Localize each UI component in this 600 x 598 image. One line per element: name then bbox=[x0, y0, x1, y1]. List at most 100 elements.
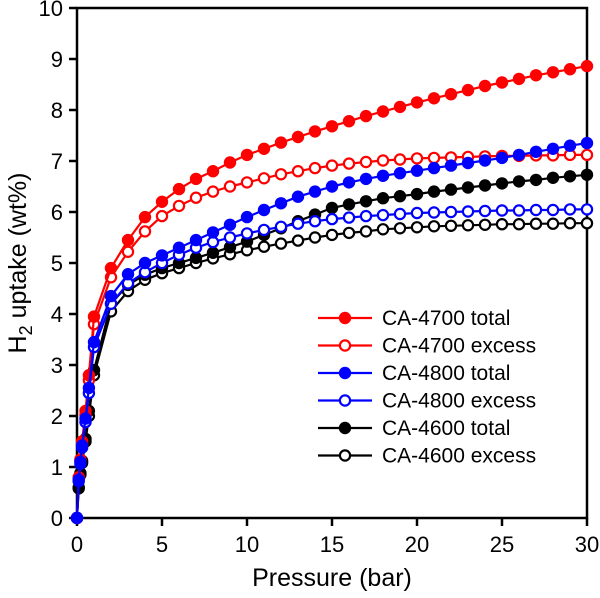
data-point-ca-4600-total bbox=[495, 177, 509, 190]
data-point-ca-4700-excess bbox=[189, 191, 203, 204]
data-point-ca-4700-excess bbox=[138, 225, 152, 238]
data-point-ca-4800-total bbox=[72, 473, 85, 486]
data-point-ca-4600-total bbox=[444, 183, 458, 196]
data-point-ca-4600-excess bbox=[274, 237, 288, 250]
x-tick-label: 10 bbox=[235, 532, 259, 557]
data-point-ca-4700-total bbox=[580, 59, 594, 73]
data-point-ca-4600-excess bbox=[444, 219, 458, 232]
data-point-ca-4700-total bbox=[410, 96, 424, 109]
legend-marker-ca-4700-excess bbox=[338, 339, 352, 352]
data-point-ca-4600-excess bbox=[546, 217, 560, 230]
data-point-ca-4800-excess bbox=[257, 223, 271, 237]
data-point-ca-4700-total bbox=[121, 233, 135, 247]
data-point-ca-4800-total bbox=[529, 145, 543, 158]
data-point-ca-4800-total bbox=[546, 142, 560, 155]
data-point-ca-4800-total bbox=[172, 241, 186, 254]
data-point-ca-4800-total bbox=[444, 159, 458, 172]
data-point-ca-4700-excess bbox=[291, 164, 305, 178]
data-point-ca-4800-excess bbox=[529, 203, 543, 217]
data-point-ca-4600-total bbox=[410, 187, 424, 201]
y-tick-label: 0 bbox=[51, 506, 63, 531]
data-point-ca-4600-total bbox=[427, 185, 441, 198]
data-point-ca-4600-excess bbox=[563, 216, 577, 230]
data-point-ca-4700-excess bbox=[342, 157, 356, 170]
y-tick-label: 10 bbox=[39, 0, 63, 21]
legend-item-ca-4700-excess: CA-4700 excess bbox=[318, 335, 536, 358]
data-point-ca-4800-total bbox=[291, 190, 305, 203]
data-point-ca-4600-total bbox=[223, 241, 237, 254]
data-point-ca-4800-total bbox=[461, 156, 475, 170]
data-point-ca-4800-excess bbox=[580, 203, 594, 216]
data-point-ca-4600-excess bbox=[359, 225, 373, 238]
data-point-ca-4700-total bbox=[495, 76, 509, 89]
data-point-ca-4600-excess bbox=[478, 218, 492, 231]
legend-marker-ca-4800-excess bbox=[338, 394, 352, 407]
data-point-ca-4700-excess bbox=[359, 155, 373, 169]
data-point-ca-4700-total bbox=[257, 142, 271, 155]
data-point-ca-4800-excess bbox=[410, 206, 424, 220]
data-point-ca-4800-total bbox=[138, 256, 152, 270]
data-point-ca-4800-total bbox=[87, 335, 101, 349]
x-tick-label: 0 bbox=[71, 532, 83, 557]
data-point-ca-4800-excess bbox=[291, 217, 305, 230]
data-point-ca-4700-total bbox=[529, 69, 543, 82]
data-point-ca-4700-total bbox=[546, 66, 560, 79]
data-point-ca-4700-total bbox=[563, 62, 577, 76]
data-point-ca-4600-total bbox=[342, 198, 356, 211]
data-point-ca-4800-total bbox=[393, 167, 407, 180]
data-point-ca-4700-excess bbox=[155, 209, 169, 223]
data-point-ca-4700-total bbox=[393, 100, 407, 114]
data-point-ca-4600-total bbox=[359, 195, 373, 208]
data-point-ca-4800-excess bbox=[240, 227, 254, 240]
data-point-ca-4800-excess bbox=[546, 203, 560, 217]
data-point-ca-4800-total bbox=[189, 233, 203, 247]
x-tick-label: 30 bbox=[575, 532, 599, 557]
legend-label-ca-4800-total: CA-4800 total bbox=[382, 362, 510, 385]
data-point-ca-4800-excess bbox=[342, 211, 356, 224]
data-point-ca-4800-excess bbox=[274, 220, 288, 233]
data-point-ca-4600-total bbox=[563, 170, 577, 183]
series-ca-4800-total bbox=[70, 136, 594, 525]
legend-item-ca-4600-total: CA-4600 total bbox=[318, 417, 510, 440]
data-point-ca-4800-excess bbox=[478, 204, 492, 218]
legend-item-ca-4700-total: CA-4700 total bbox=[318, 307, 510, 330]
legend-marker-ca-4800-total bbox=[338, 366, 352, 380]
data-point-ca-4700-excess bbox=[257, 172, 271, 185]
data-point-ca-4600-total bbox=[393, 190, 407, 203]
data-point-ca-4700-total bbox=[512, 72, 526, 86]
legend-item-ca-4800-excess: CA-4800 excess bbox=[318, 390, 536, 413]
x-tick-label: 25 bbox=[490, 532, 514, 557]
data-point-ca-4700-total bbox=[461, 83, 475, 97]
data-point-ca-4700-total bbox=[291, 130, 305, 144]
data-point-ca-4700-excess bbox=[325, 159, 339, 172]
y-tick-label: 1 bbox=[51, 455, 63, 480]
data-point-ca-4700-total bbox=[342, 115, 356, 128]
plot-frame bbox=[75, 6, 589, 520]
data-point-ca-4700-total bbox=[206, 165, 220, 178]
data-point-ca-4600-total bbox=[325, 201, 339, 215]
legend-label-ca-4600-total: CA-4600 total bbox=[382, 417, 510, 440]
data-point-ca-4700-total bbox=[223, 156, 237, 169]
data-point-ca-4800-total bbox=[359, 172, 373, 186]
data-point-ca-4600-excess bbox=[580, 216, 594, 230]
data-point-ca-4600-total bbox=[546, 171, 560, 184]
data-point-ca-4800-excess bbox=[444, 205, 458, 219]
x-tick-label: 5 bbox=[156, 532, 168, 557]
data-point-ca-4700-total bbox=[359, 109, 373, 123]
data-point-ca-4600-excess bbox=[512, 217, 526, 231]
data-point-ca-4700-excess bbox=[274, 168, 288, 181]
data-point-ca-4700-excess bbox=[393, 153, 407, 166]
data-point-ca-4600-total bbox=[478, 179, 492, 192]
data-point-ca-4800-total bbox=[206, 226, 220, 239]
data-point-ca-4800-total bbox=[495, 151, 509, 165]
data-point-ca-4800-total bbox=[308, 185, 322, 198]
data-point-ca-4600-excess bbox=[376, 223, 390, 236]
data-point-ca-4700-total bbox=[189, 172, 203, 186]
data-point-ca-4800-total bbox=[240, 210, 254, 224]
x-axis-title: Pressure (bar) bbox=[252, 564, 412, 592]
data-point-ca-4700-excess bbox=[206, 185, 220, 198]
y-tick-label: 8 bbox=[51, 98, 63, 123]
data-point-ca-4700-total bbox=[172, 182, 186, 196]
data-point-ca-4800-excess bbox=[308, 214, 322, 228]
data-point-ca-4800-excess bbox=[223, 231, 237, 244]
